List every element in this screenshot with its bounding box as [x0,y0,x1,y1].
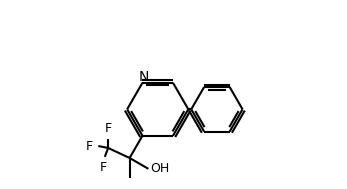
Text: F: F [100,161,107,174]
Text: F: F [104,122,112,135]
Text: OH: OH [150,162,170,175]
Text: F: F [86,139,93,153]
Text: N: N [138,70,149,84]
